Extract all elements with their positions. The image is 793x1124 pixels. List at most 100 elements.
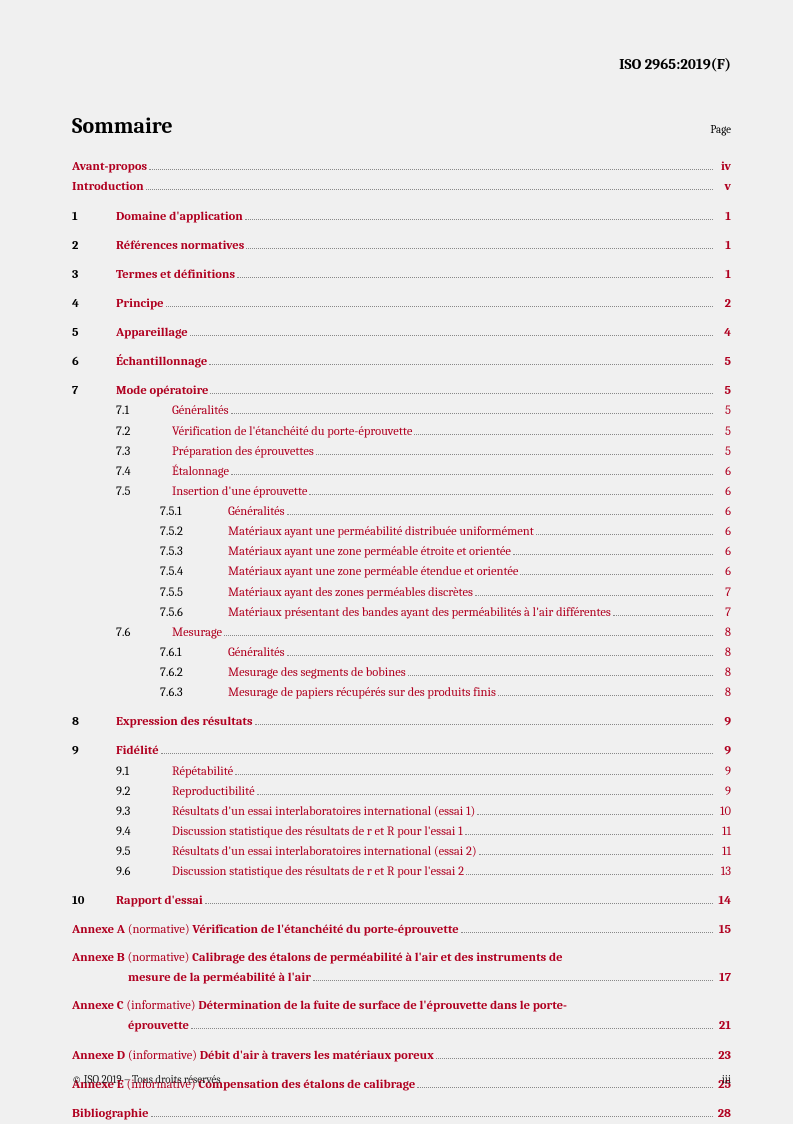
toc-link[interactable]: Insertion d'une éprouvette: [172, 485, 307, 499]
toc-page-link[interactable]: 17: [719, 971, 731, 985]
toc-page-link[interactable]: 9: [724, 744, 731, 758]
toc-link[interactable]: Matériaux ayant des zones perméables dis…: [228, 586, 473, 600]
toc-row: mesure de la perméabilité à l'air 17: [72, 968, 731, 988]
toc-page-link[interactable]: 1: [725, 210, 731, 224]
toc-link[interactable]: Matériaux ayant une zone perméable étroi…: [228, 545, 511, 559]
toc-page-link[interactable]: 8: [725, 626, 731, 640]
toc-link[interactable]: Répétabilité: [172, 765, 233, 779]
toc-section: 6Échantillonnage5: [72, 352, 731, 372]
toc-link[interactable]: Échantillonnage: [116, 355, 207, 369]
toc-page-link[interactable]: 6: [725, 485, 731, 499]
toc-link[interactable]: Préparation des éprouvettes: [172, 445, 314, 459]
toc-row: Annexe B (normative) Calibrage des étalo…: [72, 949, 731, 968]
toc-page-link[interactable]: 5: [724, 355, 731, 369]
toc-page-link[interactable]: 9: [724, 715, 731, 729]
toc-page: 9: [715, 714, 731, 731]
toc-link[interactable]: Principe: [116, 297, 164, 311]
toc-link[interactable]: Expression des résultats: [116, 715, 253, 729]
toc-leader-dots: [209, 353, 713, 365]
toc-page-link[interactable]: 14: [718, 894, 731, 908]
toc-link[interactable]: mesure de la perméabilité à l'air: [128, 971, 311, 985]
toc-link[interactable]: Introduction: [72, 180, 144, 194]
toc-link[interactable]: Annexe A (normative) Vérification de l'é…: [72, 923, 459, 937]
toc-page-link[interactable]: 9: [725, 765, 731, 779]
toc-link[interactable]: Annexe D (informative) Débit d'air à tra…: [72, 1049, 434, 1063]
toc-link[interactable]: Rapport d'essai: [116, 894, 203, 908]
toc-page-link[interactable]: 5: [725, 404, 731, 418]
toc-page-link[interactable]: iv: [721, 160, 731, 174]
toc-page-link[interactable]: 1: [725, 239, 731, 253]
toc-leader-dots: [316, 442, 713, 454]
toc-link[interactable]: Discussion statistique des résultats de …: [172, 825, 463, 839]
toc-page-link[interactable]: 7: [725, 586, 731, 600]
toc-link[interactable]: Mesurage: [172, 626, 222, 640]
toc-row: 7.5.3Matériaux ayant une zone perméable …: [72, 542, 731, 562]
toc-link[interactable]: Termes et définitions: [116, 268, 235, 282]
toc-page-link[interactable]: 13: [721, 865, 731, 879]
toc-page-link[interactable]: 28: [718, 1107, 731, 1121]
toc-page-link[interactable]: 11: [722, 825, 731, 839]
toc-link[interactable]: Résultats d'un essai interlaboratoires i…: [172, 805, 475, 819]
toc-link[interactable]: Annexe B (normative) Calibrage des étalo…: [72, 951, 563, 965]
toc-link[interactable]: Généralités: [228, 646, 285, 660]
toc-link[interactable]: Mesurage des segments de bobines: [228, 666, 406, 680]
toc-page-link[interactable]: 9: [725, 785, 731, 799]
toc-page-link[interactable]: 8: [725, 686, 731, 700]
toc-link[interactable]: Avant-propos: [72, 160, 147, 174]
toc-row: 9.5Résultats d'un essai interlaboratoire…: [72, 842, 731, 862]
toc-link[interactable]: Matériaux ayant une perméabilité distrib…: [228, 525, 534, 539]
toc-link[interactable]: Discussion statistique des résultats de …: [172, 865, 464, 879]
toc-page-link[interactable]: 1: [725, 268, 731, 282]
toc-label: Termes et définitions: [116, 267, 235, 284]
toc-link[interactable]: Reproductibilité: [172, 785, 255, 799]
toc-link[interactable]: Généralités: [172, 404, 229, 418]
toc-link[interactable]: Annexe C (informative) Détermination de …: [72, 999, 567, 1013]
toc-page-link[interactable]: 2: [725, 297, 731, 311]
toc-link[interactable]: éprouvette: [128, 1019, 189, 1033]
toc-link[interactable]: Étalonnage: [172, 465, 229, 479]
toc-page-link[interactable]: 7: [725, 606, 731, 620]
footer-page-number: iii: [722, 1073, 731, 1086]
toc-page-link[interactable]: v: [725, 180, 732, 194]
toc-link[interactable]: Vérification de l'étanchéité du porte-ép…: [172, 425, 412, 439]
toc-page-link[interactable]: 15: [719, 923, 731, 937]
toc-annex: Annexe C (informative) Détermination de …: [72, 997, 731, 1036]
toc-page: 1: [715, 209, 731, 226]
doc-header: ISO 2965:2019(F): [72, 55, 731, 73]
toc-section: 1Domaine d'application1: [72, 206, 731, 226]
toc-link[interactable]: Fidélité: [116, 744, 159, 758]
toc-page-link[interactable]: 8: [725, 646, 731, 660]
toc-leader-dots: [161, 742, 713, 754]
toc-leader-dots: [231, 463, 713, 475]
toc-link[interactable]: Appareillage: [116, 326, 188, 340]
toc-page-link[interactable]: 6: [725, 545, 731, 559]
toc-link[interactable]: Matériaux ayant une zone perméable étend…: [228, 565, 518, 579]
toc-link[interactable]: Références normatives: [116, 239, 244, 253]
toc-link[interactable]: Bibliographie: [72, 1107, 149, 1121]
toc-link[interactable]: Résultats d'un essai interlaboratoires i…: [172, 845, 477, 859]
toc-page-link[interactable]: 4: [724, 326, 731, 340]
toc-link[interactable]: Matériaux présentant des bandes ayant de…: [228, 606, 611, 620]
toc-page-link[interactable]: 23: [718, 1049, 731, 1063]
toc-page-link[interactable]: 6: [725, 505, 731, 519]
toc-page-link[interactable]: 5: [725, 445, 731, 459]
toc-page-link[interactable]: 11: [722, 845, 731, 859]
toc-row: 7.5.5Matériaux ayant des zones perméable…: [72, 582, 731, 602]
toc-page-link[interactable]: 21: [719, 1019, 731, 1033]
toc-page-link[interactable]: 6: [725, 565, 731, 579]
toc-page-link[interactable]: 10: [720, 805, 731, 819]
toc-page: 7: [715, 585, 731, 602]
toc-link[interactable]: Mesurage de papiers récupérés sur des pr…: [228, 686, 496, 700]
toc-page-link[interactable]: 5: [725, 425, 731, 439]
toc-page: 5: [715, 424, 731, 441]
toc-page: 14: [715, 893, 731, 910]
toc-page-link[interactable]: 6: [725, 465, 731, 479]
toc-link[interactable]: Domaine d'application: [116, 210, 243, 224]
toc-page-link[interactable]: 8: [725, 666, 731, 680]
toc-link[interactable]: Généralités: [228, 505, 285, 519]
toc-page-link[interactable]: 5: [724, 384, 731, 398]
toc-link[interactable]: Mode opératoire: [116, 384, 208, 398]
toc-leader-dots: [520, 563, 713, 575]
toc-label: Fidélité: [116, 743, 159, 760]
toc-page-link[interactable]: 6: [725, 525, 731, 539]
